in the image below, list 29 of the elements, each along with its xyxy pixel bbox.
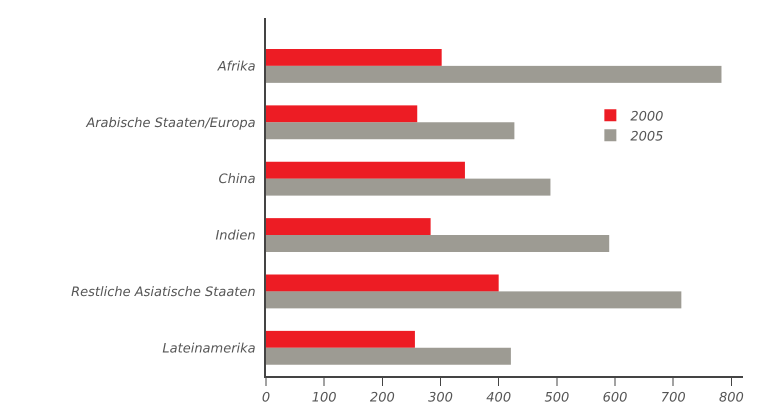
x-tick-label: 800 — [718, 390, 744, 406]
bar — [266, 66, 722, 83]
x-tick-label: 500 — [544, 390, 570, 406]
legend-label: 2000 — [630, 109, 664, 124]
x-tick-label: 0 — [262, 390, 270, 406]
x-tick-label: 200 — [370, 390, 395, 406]
legend-label: 2005 — [630, 129, 664, 144]
y-tick-label: Restliche Asiatische Staaten — [71, 284, 256, 300]
y-tick-label: China — [218, 172, 256, 188]
x-tick-label: 600 — [602, 390, 628, 406]
bar — [266, 235, 610, 252]
bar — [266, 218, 431, 236]
y-tick-label: Arabische Staaten/Europa — [85, 116, 256, 131]
x-tick-label: 400 — [486, 390, 512, 406]
bar — [266, 274, 499, 292]
bar — [266, 330, 415, 348]
bar — [266, 348, 511, 365]
bar — [266, 162, 465, 179]
bar — [266, 105, 418, 122]
y-tick-label: Indien — [215, 228, 256, 244]
y-tick-label: Afrika — [216, 59, 256, 74]
x-tick-label: 700 — [660, 390, 686, 406]
bar — [266, 49, 442, 66]
bar — [266, 178, 550, 196]
x-tick-label: 300 — [428, 390, 453, 406]
bar — [266, 122, 514, 140]
bar — [266, 291, 682, 308]
y-tick-label: Lateinamerika — [162, 341, 256, 356]
x-tick-label: 100 — [312, 390, 337, 406]
